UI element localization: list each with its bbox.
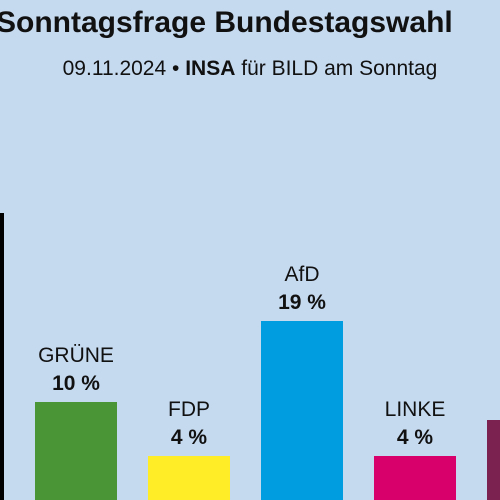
value-label-afd: 19 % bbox=[278, 291, 326, 314]
chart-title: Sonntagsfrage Bundestagswahl bbox=[0, 6, 453, 39]
subtitle-client: für BILD am Sonntag bbox=[241, 57, 438, 80]
bar-grüne bbox=[35, 402, 117, 500]
subtitle-date: 09.11.2024 bbox=[62, 57, 167, 80]
subtitle-institute: INSA bbox=[185, 57, 236, 80]
value-label-linke: 4 % bbox=[397, 426, 434, 449]
category-label-linke: LINKE bbox=[385, 398, 446, 421]
category-label-afd: AfD bbox=[284, 263, 319, 286]
subtitle-bullet: • bbox=[172, 57, 180, 80]
value-label-fdp: 4 % bbox=[171, 426, 208, 449]
bar-cdu-csu bbox=[0, 213, 4, 500]
bar-bsw bbox=[487, 420, 500, 500]
bar-fdp bbox=[148, 456, 230, 500]
value-label-grüne: 10 % bbox=[52, 372, 100, 395]
category-label-grüne: GRÜNE bbox=[38, 344, 114, 367]
category-label-fdp: FDP bbox=[168, 398, 210, 421]
bar-afd bbox=[261, 321, 343, 500]
chart-subtitle: 09.11.2024 • INSA für BILD am Sonntag bbox=[0, 57, 500, 81]
bar-linke bbox=[374, 456, 456, 500]
